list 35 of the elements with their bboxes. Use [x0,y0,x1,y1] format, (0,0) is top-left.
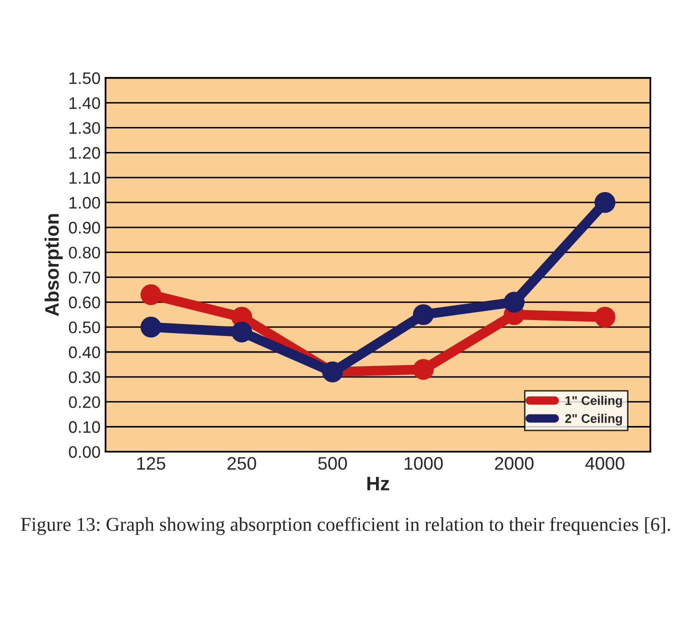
point [231,322,252,342]
y-tick-label: 0.60 [68,296,100,308]
y-tick-label: 1.40 [70,97,100,109]
x-tick-label: 125 [137,457,166,470]
y-tick-label: 0.80 [68,246,100,259]
x-tick-label: 2000 [494,457,534,470]
x-tick-label: 250 [228,457,256,470]
y-tick-label: 0.30 [68,371,100,384]
y-tick-label: 0.90 [68,222,100,234]
point [504,292,525,313]
y-tick-label: 0.20 [68,396,100,408]
y-tick-label: 1.10 [70,172,100,184]
x-tick-label: 1000 [404,457,443,470]
y-tick-label: 1.30 [70,122,100,134]
legend-label: 1" Ceiling [566,396,622,408]
legend-label: 2" Ceiling [565,414,622,426]
y-tick-label: 0.40 [68,346,100,358]
y-tick-label: 1.50 [70,72,100,84]
y-tick-label: 1.20 [70,147,100,159]
caption: Figure 13: Graph showing absorption coefficient in relation to their frequencies [6]. [20,517,670,535]
point [140,284,162,306]
y-tick-label: 0.70 [68,272,100,284]
point [594,306,616,328]
y-axis-title: Absorption [44,214,63,316]
y-tick-label: 0.00 [68,446,100,458]
point [412,359,434,380]
point [412,304,434,326]
point [594,192,616,213]
y-tick-label: 1.00 [70,196,100,209]
y-tick-label: 0.10 [68,421,100,433]
point [140,316,162,338]
x-tick-label: 500 [318,457,347,470]
y-tick-label: 0.50 [68,321,100,334]
x-tick-label: 4000 [585,457,624,470]
x-axis-title: Hz [367,476,390,490]
